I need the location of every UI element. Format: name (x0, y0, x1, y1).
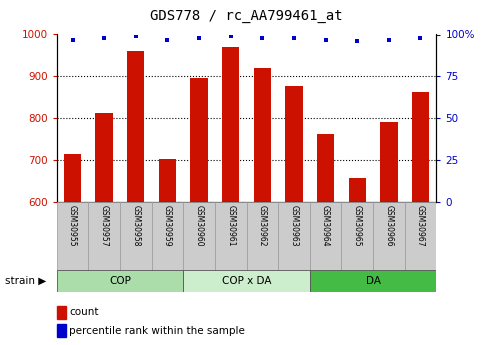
Text: GSM30965: GSM30965 (352, 205, 362, 247)
Text: GSM30964: GSM30964 (321, 205, 330, 247)
Text: GSM30962: GSM30962 (258, 205, 267, 247)
Bar (405, 202, 436, 271)
Text: GSM30967: GSM30967 (416, 205, 425, 247)
Point (353, 38, 361, 44)
Bar (380, 122, 397, 202)
Bar (373, 202, 405, 271)
Text: COP: COP (109, 276, 131, 286)
Bar (127, 51, 144, 202)
Bar (183, 202, 215, 271)
Bar (96, 113, 113, 202)
Bar (310, 270, 436, 292)
Bar (253, 68, 271, 202)
Bar (183, 270, 310, 292)
Bar (246, 202, 278, 271)
Bar (159, 159, 176, 202)
Bar (64, 154, 81, 202)
Bar (317, 134, 334, 202)
Bar (412, 92, 429, 202)
Text: GSM30960: GSM30960 (195, 205, 204, 247)
Point (227, 33, 235, 39)
Bar (120, 202, 152, 271)
Bar (341, 202, 373, 271)
Bar (278, 202, 310, 271)
Point (164, 37, 172, 42)
Text: COP x DA: COP x DA (222, 276, 271, 286)
Bar (310, 202, 341, 271)
Bar (57, 202, 88, 271)
Text: GSM30959: GSM30959 (163, 205, 172, 247)
Text: GDS778 / rc_AA799461_at: GDS778 / rc_AA799461_at (150, 9, 343, 23)
Point (290, 35, 298, 41)
Bar (190, 78, 208, 202)
Text: GSM30966: GSM30966 (385, 205, 393, 247)
Point (385, 37, 393, 42)
Text: GSM30955: GSM30955 (68, 205, 77, 247)
Bar (285, 86, 303, 202)
Bar (222, 47, 240, 202)
Bar (57, 270, 183, 292)
Point (132, 33, 140, 39)
Text: strain ▶: strain ▶ (5, 276, 46, 286)
Text: GSM30961: GSM30961 (226, 205, 235, 247)
Point (258, 35, 266, 41)
Point (69, 37, 76, 42)
Text: percentile rank within the sample: percentile rank within the sample (69, 326, 245, 336)
Text: count: count (69, 307, 99, 317)
Bar (88, 202, 120, 271)
Text: DA: DA (365, 276, 381, 286)
Bar (152, 202, 183, 271)
Text: GSM30957: GSM30957 (100, 205, 108, 247)
Point (417, 35, 424, 41)
Bar (215, 202, 246, 271)
Text: GSM30958: GSM30958 (131, 205, 141, 247)
Point (321, 37, 329, 42)
Bar (349, 178, 366, 202)
Text: GSM30963: GSM30963 (289, 205, 298, 247)
Point (195, 35, 203, 41)
Point (100, 35, 108, 41)
